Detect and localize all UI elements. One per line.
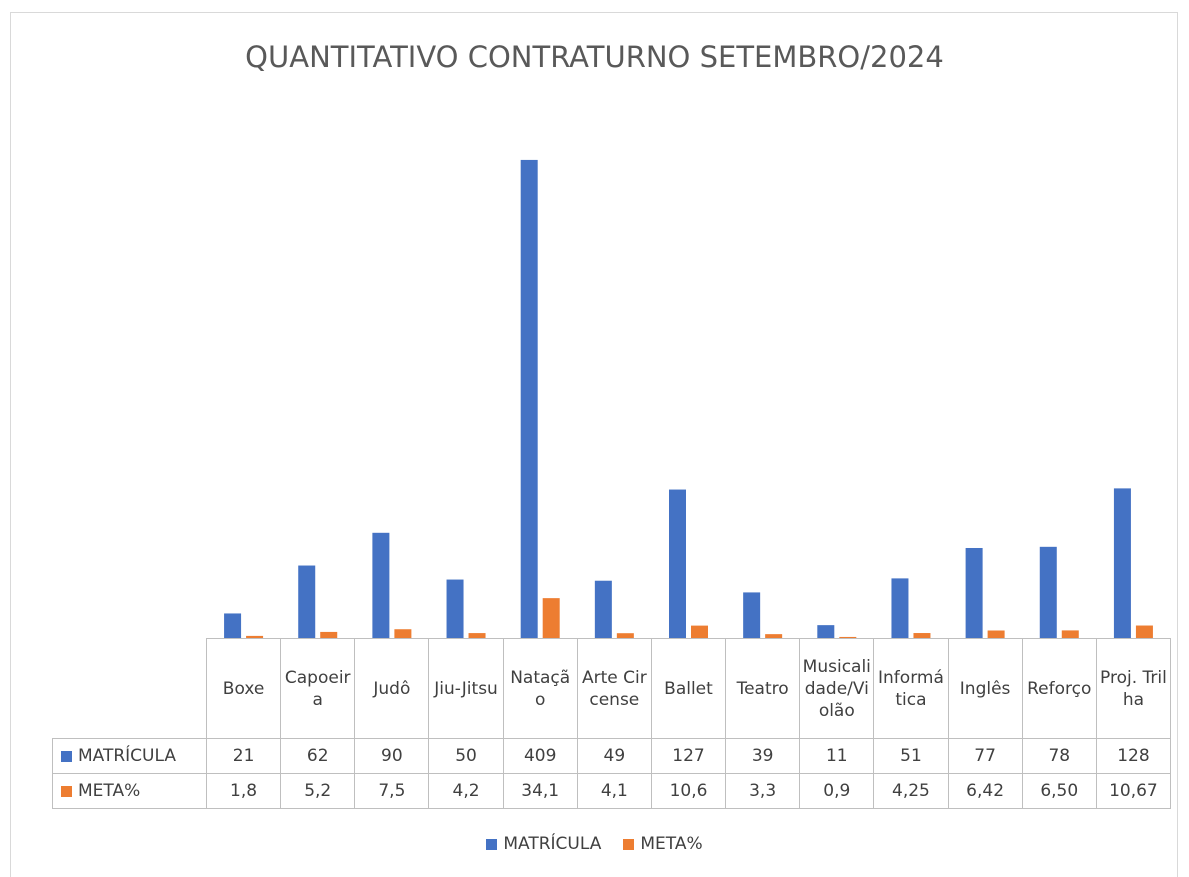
legend-key <box>61 785 72 797</box>
bar <box>891 578 909 638</box>
table-value-cell: 90 <box>354 738 430 774</box>
bar <box>1113 488 1131 638</box>
table-header-cell: Informática <box>873 638 949 739</box>
table-value-cell: 39 <box>725 738 801 774</box>
legend-label: META% <box>640 834 703 854</box>
legend: MATRÍCULA META% <box>0 834 1189 854</box>
table-value-cell: 62 <box>280 738 356 774</box>
table-header-cell: Teatro <box>725 638 801 739</box>
bar <box>520 159 538 638</box>
table-header-cell: Ballet <box>650 638 727 739</box>
bar <box>1061 630 1079 638</box>
table-value-cell: 7,5 <box>354 773 430 809</box>
table-value-cell: 10,6 <box>650 773 727 809</box>
bar <box>1039 546 1057 638</box>
chart-frame <box>10 12 1178 877</box>
bar <box>372 532 390 638</box>
bar <box>224 613 242 638</box>
table-value-cell: 4,1 <box>576 773 652 809</box>
bar <box>965 547 983 638</box>
bar <box>320 631 338 638</box>
table-value-cell: 127 <box>650 738 727 774</box>
bar <box>246 635 264 638</box>
bar <box>839 636 857 638</box>
table-value-cell: 34,1 <box>502 773 578 809</box>
legend-key <box>61 750 72 762</box>
bar <box>913 633 931 638</box>
table-header-cell: Musicalidade/Violão <box>799 638 875 739</box>
table-value-cell: 77 <box>947 738 1023 774</box>
bar <box>817 625 835 638</box>
bar <box>394 629 412 638</box>
table-header-cell: Judô <box>354 638 430 739</box>
table-value-cell: 51 <box>873 738 949 774</box>
table-value-cell: 128 <box>1095 738 1171 774</box>
chart-title: QUANTITATIVO CONTRATURNO SETEMBRO/2024 <box>245 40 944 74</box>
legend-item: META% <box>623 834 703 854</box>
bar <box>1135 625 1153 638</box>
table-header-cell: Natação <box>502 638 578 739</box>
table-header-cell: Jiu-Jitsu <box>428 638 504 739</box>
legend-item: MATRÍCULA <box>486 834 601 854</box>
table-row-label: MATRÍCULA <box>52 738 207 774</box>
bar <box>669 489 686 638</box>
legend-label: MATRÍCULA <box>503 834 602 854</box>
bar <box>468 633 486 638</box>
bar <box>594 580 612 638</box>
bar <box>987 630 1005 638</box>
table-value-cell: 6,50 <box>1021 773 1097 809</box>
table-value-cell: 4,25 <box>873 773 949 809</box>
legend-key <box>486 838 498 850</box>
table-header-cell: Reforço <box>1021 638 1097 739</box>
table-header-cell: Inglês <box>947 638 1023 739</box>
table-value-cell: 49 <box>576 738 652 774</box>
table-value-cell: 50 <box>428 738 504 774</box>
table-header-cell: Arte Circense <box>576 638 652 739</box>
table-header-cell: Proj. Trilha <box>1095 638 1171 739</box>
series-name: META% <box>78 781 141 801</box>
table-value-cell: 6,42 <box>947 773 1023 809</box>
table-value-cell: 5,2 <box>280 773 356 809</box>
table-header-cell: Capoeira <box>280 638 356 739</box>
table-value-cell: 3,3 <box>725 773 801 809</box>
table-row-label: META% <box>52 773 207 809</box>
table-value-cell: 11 <box>799 738 875 774</box>
bar <box>542 598 560 638</box>
table-value-cell: 1,8 <box>206 773 282 809</box>
table-value-cell: 409 <box>502 738 578 774</box>
legend-key <box>623 838 635 850</box>
series-name: MATRÍCULA <box>78 746 176 766</box>
bar <box>691 625 708 638</box>
table-value-cell: 0,9 <box>799 773 875 809</box>
bar <box>446 579 464 638</box>
table-value-cell: 21 <box>206 738 282 774</box>
bar <box>743 592 761 638</box>
bar <box>298 565 316 638</box>
table-value-cell: 78 <box>1021 738 1097 774</box>
table-value-cell: 10,67 <box>1095 773 1171 809</box>
bar <box>616 633 634 638</box>
bar <box>765 634 783 638</box>
table-header-cell: Boxe <box>206 638 282 739</box>
table-value-cell: 4,2 <box>428 773 504 809</box>
